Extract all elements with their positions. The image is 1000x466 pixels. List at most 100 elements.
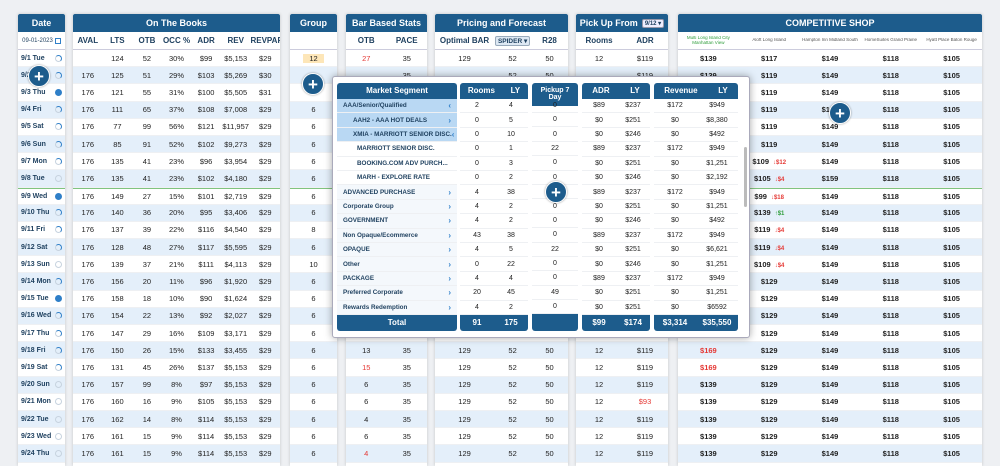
- chevron-icon[interactable]: ›: [448, 201, 451, 211]
- status-dot-icon[interactable]: [55, 363, 62, 371]
- date-row[interactable]: 9/5 Sat: [18, 119, 65, 136]
- competitor-name[interactable]: Hampton Inn Midland South: [802, 38, 858, 43]
- status-dot-icon[interactable]: [55, 415, 62, 423]
- group-cell[interactable]: 6: [290, 311, 337, 321]
- group-cell[interactable]: 6: [290, 431, 337, 441]
- col-header[interactable]: OTB: [138, 36, 156, 45]
- segment-row[interactable]: AAH2 - AAA HOT DEALS ›: [337, 113, 457, 128]
- status-dot-icon[interactable]: [55, 398, 62, 406]
- status-dot-icon[interactable]: [55, 71, 62, 79]
- date-row[interactable]: 9/23 Wed: [18, 428, 65, 446]
- pricing-cell[interactable]: 129: [458, 380, 471, 390]
- status-dot-icon[interactable]: [55, 278, 62, 286]
- pick-up-date-select[interactable]: 9/12 ▾: [641, 18, 665, 28]
- group-cell[interactable]: 6: [290, 173, 337, 183]
- status-dot-icon[interactable]: [55, 381, 62, 389]
- expand-group-plus-icon[interactable]: +: [302, 73, 324, 95]
- col-header[interactable]: LTS: [110, 36, 125, 45]
- segment-row[interactable]: MARH - EXPLORE RATE: [337, 171, 457, 186]
- group-cell[interactable]: 6: [290, 156, 337, 166]
- group-cell[interactable]: 6: [290, 242, 337, 252]
- segment-row[interactable]: MARRIOTT SENIOR DISC.: [337, 142, 457, 157]
- pricing-cell[interactable]: 129: [458, 431, 471, 441]
- status-dot-icon[interactable]: [55, 226, 62, 234]
- status-dot-icon[interactable]: [55, 123, 62, 131]
- pricing-cell[interactable]: 129: [458, 448, 471, 458]
- chevron-icon[interactable]: ›: [448, 302, 451, 312]
- segment-row[interactable]: Rewards Redemption ›: [337, 301, 457, 315]
- group-cell[interactable]: 6: [290, 362, 337, 372]
- group-cell[interactable]: 6: [290, 328, 337, 338]
- group-cell[interactable]: 6: [290, 345, 337, 355]
- segment-row[interactable]: OPAQUE ›: [337, 243, 457, 258]
- status-dot-icon[interactable]: [55, 106, 62, 114]
- status-dot-icon[interactable]: [55, 346, 62, 354]
- date-row[interactable]: 9/8 Tue: [18, 170, 65, 188]
- date-row[interactable]: 9/12 Sat: [18, 239, 65, 257]
- status-dot-icon[interactable]: [55, 260, 62, 268]
- date-row[interactable]: 9/6 Sun: [18, 135, 65, 154]
- segment-row[interactable]: Preferred Corporate ›: [337, 286, 457, 301]
- col-header[interactable]: REVPAR: [250, 36, 280, 45]
- chevron-icon[interactable]: ‹: [448, 101, 451, 111]
- chevron-icon[interactable]: ›: [448, 245, 451, 255]
- col-header[interactable]: ADR: [636, 36, 654, 45]
- expand-competitor-plus-icon[interactable]: +: [829, 102, 851, 124]
- status-dot-icon[interactable]: [55, 449, 62, 457]
- group-cell[interactable]: 6: [290, 294, 337, 304]
- calendar-icon[interactable]: [54, 37, 61, 44]
- status-dot-icon[interactable]: [55, 209, 62, 217]
- group-cell[interactable]: 10: [290, 259, 337, 269]
- col-header[interactable]: ADR: [197, 36, 215, 45]
- date-row[interactable]: 9/15 Tue: [18, 291, 65, 308]
- group-cell[interactable]: 6: [290, 105, 337, 115]
- col-header[interactable]: Rooms: [585, 36, 613, 45]
- date-filter[interactable]: 09-01-2023: [18, 32, 65, 50]
- chevron-icon[interactable]: ›: [448, 273, 451, 283]
- date-row[interactable]: 9/17 Thu: [18, 325, 65, 343]
- spider-select[interactable]: SPIDER ▾: [494, 35, 531, 46]
- group-cell[interactable]: 6: [290, 277, 337, 287]
- group-cell[interactable]: 6: [290, 122, 337, 132]
- segment-row[interactable]: BOOKING.COM ADV PURCH...: [337, 156, 457, 172]
- date-row[interactable]: 9/9 Wed: [18, 187, 65, 205]
- group-cell[interactable]: 6: [290, 414, 337, 424]
- segment-row[interactable]: GOVERNMENT ›: [337, 214, 457, 229]
- date-row[interactable]: 9/21 Mon: [18, 394, 65, 411]
- pricing-cell[interactable]: 129: [458, 414, 471, 424]
- date-row[interactable]: 9/18 Fri: [18, 342, 65, 360]
- group-cell[interactable]: 6: [290, 191, 337, 201]
- status-dot-icon[interactable]: [55, 88, 62, 96]
- pricing-cell[interactable]: 129: [458, 397, 471, 407]
- status-dot-icon[interactable]: [55, 295, 62, 303]
- col-header[interactable]: OTB: [357, 36, 375, 45]
- pricing-cell[interactable]: 129: [458, 345, 471, 355]
- group-cell[interactable]: 6: [290, 397, 337, 407]
- chevron-icon[interactable]: ›: [448, 216, 451, 226]
- segment-row[interactable]: Corporate Group ›: [337, 200, 457, 215]
- group-cell[interactable]: 8: [290, 225, 337, 235]
- segment-row[interactable]: XMIA - MARRIOTT SENIOR DISC. ‹: [337, 127, 457, 143]
- status-dot-icon[interactable]: [55, 312, 62, 320]
- date-row[interactable]: 9/20 Sun: [18, 376, 65, 394]
- competitor-name[interactable]: HomeSuites Grand Prairie: [864, 38, 918, 43]
- expand-pickup-plus-icon[interactable]: +: [545, 181, 567, 203]
- segment-row[interactable]: Other ›: [337, 257, 457, 272]
- group-cell[interactable]: 6: [290, 139, 337, 149]
- group-cell[interactable]: 6: [290, 448, 337, 458]
- date-row[interactable]: 9/19 Sat: [18, 359, 65, 377]
- status-dot-icon[interactable]: [55, 174, 62, 182]
- popup-scrollbar[interactable]: [744, 147, 747, 207]
- date-row[interactable]: 9/16 Wed: [18, 307, 65, 325]
- segment-row[interactable]: Non Opaque/Ecommerce ›: [337, 229, 457, 243]
- expand-date-plus-icon[interactable]: +: [28, 65, 50, 87]
- date-row[interactable]: 9/13 Sun: [18, 256, 65, 274]
- date-row[interactable]: 9/24 Thu: [18, 445, 65, 463]
- status-dot-icon[interactable]: [55, 432, 62, 440]
- group-cell[interactable]: 6: [290, 380, 337, 390]
- chevron-icon[interactable]: ‹: [451, 130, 455, 140]
- chevron-icon[interactable]: ›: [448, 230, 451, 240]
- pricing-cell[interactable]: 129: [458, 53, 471, 63]
- date-row[interactable]: 9/4 Fri: [18, 101, 65, 119]
- segment-row[interactable]: AAA/Senior/Qualified ‹: [337, 99, 457, 114]
